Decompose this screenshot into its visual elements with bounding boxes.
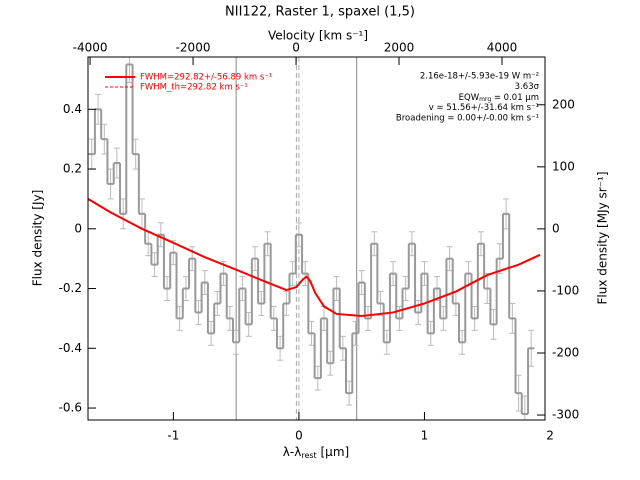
x-axis-label: λ-λrest [μm] (283, 445, 349, 460)
x-tick-label: -1 (167, 429, 179, 443)
legend-label: FWHM_th=292.82 km s⁻¹ (140, 83, 248, 93)
legend-label: FWHM=292.82+/-56.89 km s⁻¹ (140, 73, 272, 83)
y2-axis-label: Flux density [MJy sr⁻¹] (596, 171, 610, 304)
x2-tick-label: 2000 (384, 41, 415, 55)
x2-tick-label: 4000 (487, 41, 518, 55)
annotation-sub: mrg (479, 96, 491, 103)
y-tick-label: -0.6 (59, 401, 82, 415)
x-label-main: λ-λ (283, 445, 302, 459)
y-tick-label: 0.2 (63, 162, 82, 176)
y2-tick-label: -200 (552, 345, 579, 359)
y2-tick-label: 0 (552, 221, 560, 235)
x2-tick-label: 0 (292, 41, 300, 55)
y-tick-label: 0.4 (63, 102, 82, 116)
y-tick-label: -0.4 (59, 341, 82, 355)
fit-curve (88, 198, 541, 318)
annotation-tail: = 0.01 μm (491, 93, 539, 103)
annotation: 3.63σ (515, 82, 540, 92)
x-tick-label: 0 (295, 429, 303, 443)
x2-tick-label: -4000 (73, 41, 108, 55)
y2-tick-label: 200 (552, 97, 575, 111)
x2-axis-label: Velocity [km s⁻¹] (268, 29, 368, 43)
annotation: 2.16e-18+/-5.93e-19 W m⁻² (420, 72, 539, 82)
annotation: EQWmrg = 0.01 μm (459, 93, 539, 103)
x2-tick-label: -2000 (176, 41, 211, 55)
y-tick-label: -0.2 (59, 281, 82, 295)
chart-title: NII122, Raster 1, spaxel (1,5) (225, 5, 415, 20)
y-axis-label: Flux density [Jy] (31, 190, 45, 287)
y-tick-label: 0 (74, 221, 82, 235)
annotation: v = 51.56+/-31.64 km s⁻¹ (429, 103, 539, 113)
annotation-main: EQW (459, 93, 480, 103)
x-tick-label: 1 (421, 429, 429, 443)
x-tick-label: 2 (546, 429, 554, 443)
x-label-tail: [μm] (317, 445, 350, 459)
x-label-sub: rest (301, 451, 316, 460)
plot-frame (87, 56, 546, 421)
plot-area (88, 57, 541, 420)
y2-tick-label: -300 (552, 408, 579, 422)
y2-tick-label: -100 (552, 283, 579, 297)
annotation: Broadening = 0.00+/-0.00 km s⁻¹ (396, 114, 539, 124)
y2-tick-label: 100 (552, 159, 575, 173)
